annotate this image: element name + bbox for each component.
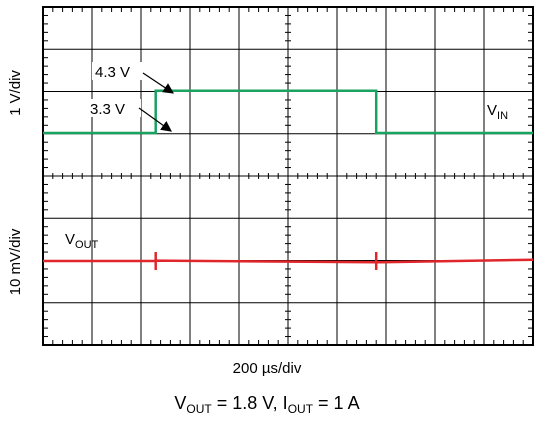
cond-vout-sub: OUT <box>186 402 212 416</box>
annotation-box-4v3 <box>92 62 146 80</box>
cond-iout-sub: OUT <box>287 402 314 416</box>
annotation-3v3: 3.3 V <box>90 101 125 118</box>
grid <box>43 7 533 345</box>
test-conditions: VOUT = 1.8 V, IOUT = 1 A <box>0 393 534 416</box>
annotation-4v3: 4.3 V <box>95 64 130 81</box>
trace-vin <box>43 89 533 135</box>
series-label-vout: VOUT <box>65 231 99 251</box>
cond-iout-main: I <box>282 393 288 413</box>
series-label-vout-main: V <box>65 231 75 248</box>
cond-iout-rest: = 1 A <box>313 393 360 413</box>
traces <box>43 89 534 270</box>
annotation-arrow-4v3 <box>142 72 174 94</box>
series-label-vin-main: V <box>487 102 497 119</box>
series-label-vin-sub: IN <box>497 110 508 122</box>
y-scale-label-vin: 1 V/div <box>7 70 24 116</box>
series-label-vout-sub: OUT <box>75 239 99 251</box>
annotation-box-3v3 <box>87 99 141 117</box>
series-label-vin: VIN <box>487 102 508 122</box>
x-scale-label: 200 µs/div <box>232 360 302 377</box>
cond-vout-main: V <box>174 393 187 413</box>
cond-vout-rest: = 1.8 V, <box>211 393 283 413</box>
annotation-arrow-3v3 <box>138 107 172 132</box>
plot-frame <box>42 6 534 346</box>
y-scale-label-vout: 10 mV/div <box>7 228 24 295</box>
